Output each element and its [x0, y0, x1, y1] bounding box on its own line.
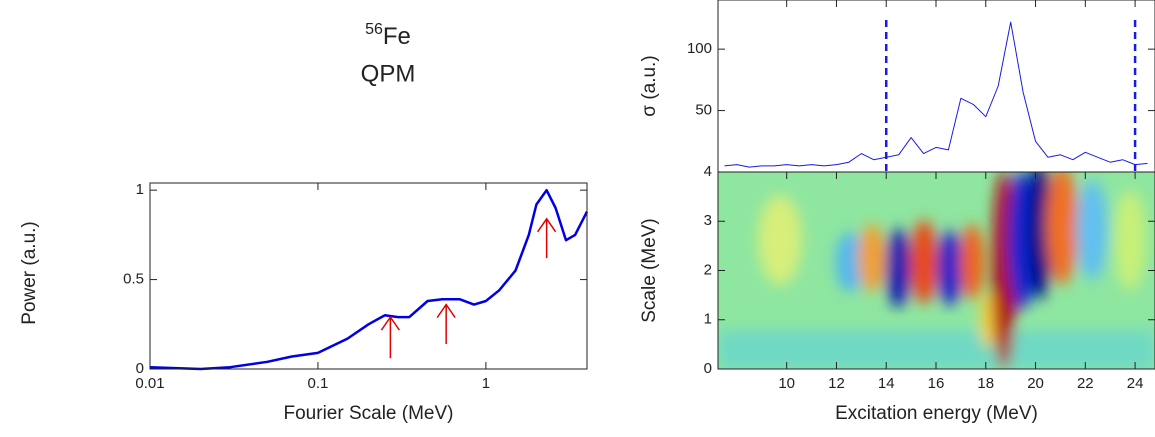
y-tick-label: 0: [704, 360, 712, 377]
y-tick-label: 0: [136, 360, 144, 377]
axes-frame: [149, 182, 588, 370]
title: 56Fe: [365, 21, 411, 50]
arrow: [436, 303, 456, 344]
y-tick-label: 100: [687, 40, 712, 57]
x-tick-label: 22: [1077, 375, 1094, 392]
x-tick-label: 16: [928, 375, 945, 392]
data-line: [724, 21, 1148, 168]
x-tick-label: 14: [878, 375, 895, 392]
y-tick-label: 0.5: [123, 271, 144, 288]
x-tick-label: 12: [828, 375, 845, 392]
y-axis-title: Scale (MeV): [639, 218, 660, 323]
axes-frame: [717, 0, 1155, 173]
x-tick-label: 10: [778, 375, 795, 392]
element: Fe: [383, 23, 411, 50]
x-tick-label: 18: [977, 375, 994, 392]
y-tick-label: 3: [704, 212, 712, 229]
x-axis-title: Fourier Scale (MeV): [284, 403, 454, 424]
y-axis-title: σ (a.u.): [639, 55, 660, 116]
x-tick-label: 0.01: [135, 375, 164, 392]
y-tick-label: 1: [704, 311, 712, 328]
y-tick-label: 4: [704, 163, 712, 180]
arrow: [537, 217, 557, 259]
y-axis-title: Power (a.u.): [19, 221, 40, 324]
x-tick-label: 20: [1027, 375, 1044, 392]
x-tick-label: 24: [1127, 375, 1144, 392]
subtitle: QPM: [361, 60, 416, 87]
y-tick-label: 2: [704, 261, 712, 278]
data-line: [149, 188, 589, 371]
y-tick-label: 50: [695, 102, 712, 119]
x-tick-label: 1: [482, 375, 490, 392]
x-axis-title: Excitation energy (MeV): [835, 403, 1038, 424]
arrow: [380, 315, 401, 359]
y-tick-label: 1: [136, 181, 144, 198]
x-tick-label: 0.1: [308, 375, 329, 392]
heatmap: [718, 172, 1155, 369]
mass-number: 56: [365, 21, 383, 38]
